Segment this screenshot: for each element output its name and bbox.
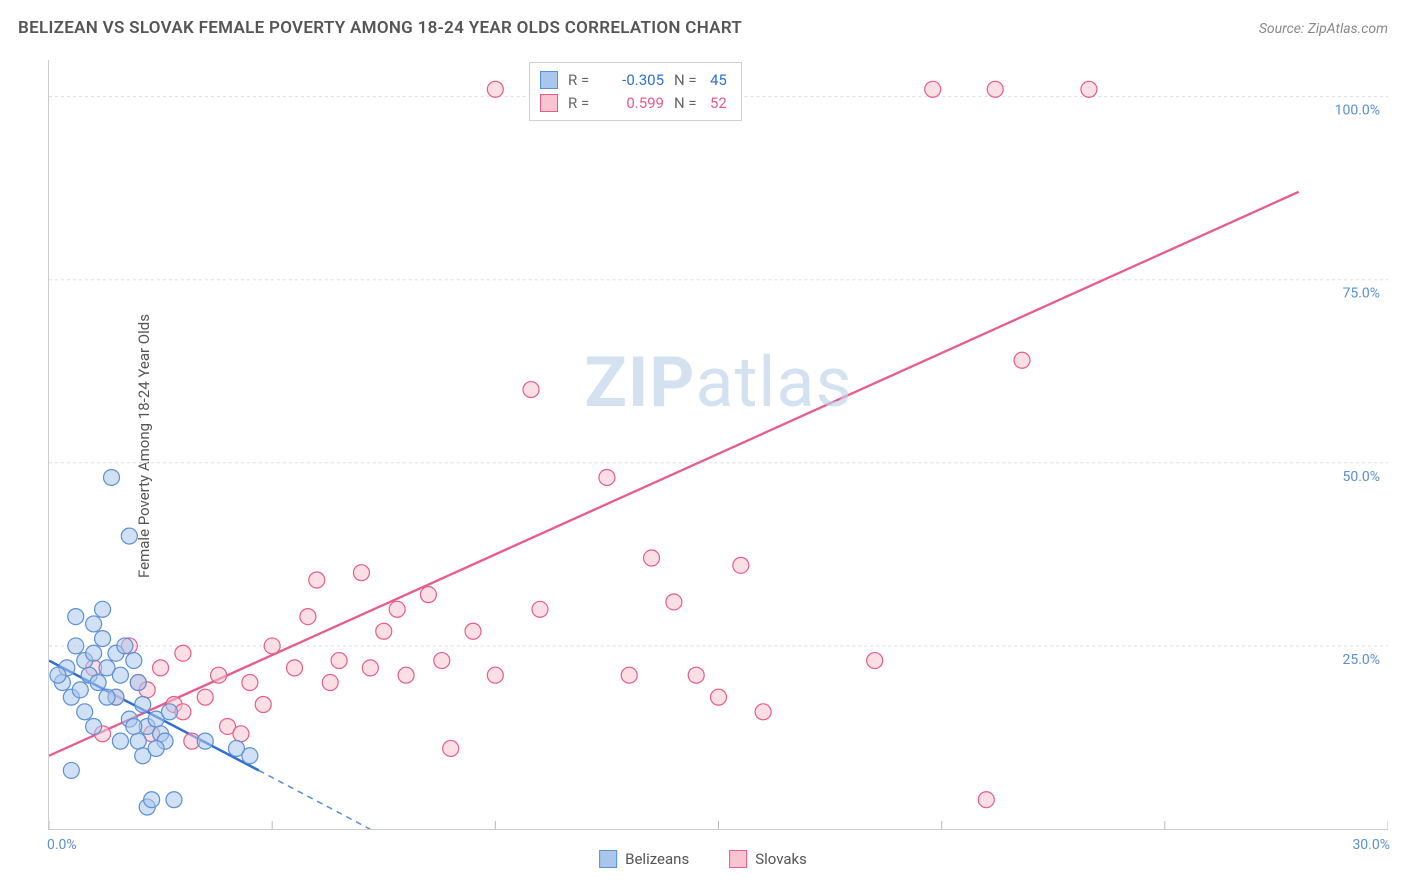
n-label: N = — [674, 69, 700, 92]
x-tick-label-min: 0.0% — [47, 837, 77, 853]
swatch-icon — [540, 94, 558, 112]
svg-text:100.0%: 100.0% — [1335, 103, 1380, 119]
swatch-icon — [729, 850, 747, 868]
legend-item-slovaks: Slovaks — [729, 850, 807, 868]
x-tick-label-max: 30.0% — [1352, 837, 1390, 853]
swatch-icon — [599, 850, 617, 868]
r-label: R = — [568, 69, 594, 92]
r-value-slovaks: 0.599 — [604, 92, 664, 115]
chart-title: BELIZEAN VS SLOVAK FEMALE POVERTY AMONG … — [18, 18, 742, 38]
n-value-slovaks: 52 — [710, 92, 727, 115]
n-label: N = — [674, 92, 700, 115]
svg-text:25.0%: 25.0% — [1343, 652, 1380, 668]
n-value-belizeans: 45 — [710, 69, 727, 92]
chart-header: BELIZEAN VS SLOVAK FEMALE POVERTY AMONG … — [18, 18, 1388, 38]
chart-svg: 25.0% 50.0% 75.0% 100.0% — [49, 60, 1388, 829]
r-label: R = — [568, 92, 594, 115]
swatch-icon — [540, 71, 558, 89]
plot-area: 25.0%50.0%75.0%100.0% ZIPatlas R = -0.30… — [48, 60, 1388, 830]
stats-row-slovaks: R = 0.599 N = 52 — [540, 92, 727, 115]
r-value-belizeans: -0.305 — [604, 69, 664, 92]
stats-box: R = -0.305 N = 45 R = 0.599 N = 52 — [529, 62, 742, 121]
legend-item-belizeans: Belizeans — [599, 850, 689, 868]
svg-text:75.0%: 75.0% — [1343, 286, 1380, 302]
bottom-legend: Belizeans Slovaks — [599, 850, 807, 868]
source-attribution: Source: ZipAtlas.com — [1259, 21, 1388, 37]
source-prefix: Source: — [1259, 21, 1308, 37]
legend-label-slovaks: Slovaks — [755, 850, 807, 868]
legend-label-belizeans: Belizeans — [625, 850, 689, 868]
stats-row-belizeans: R = -0.305 N = 45 — [540, 69, 727, 92]
source-name: ZipAtlas.com — [1308, 21, 1388, 37]
svg-text:50.0%: 50.0% — [1343, 469, 1380, 485]
